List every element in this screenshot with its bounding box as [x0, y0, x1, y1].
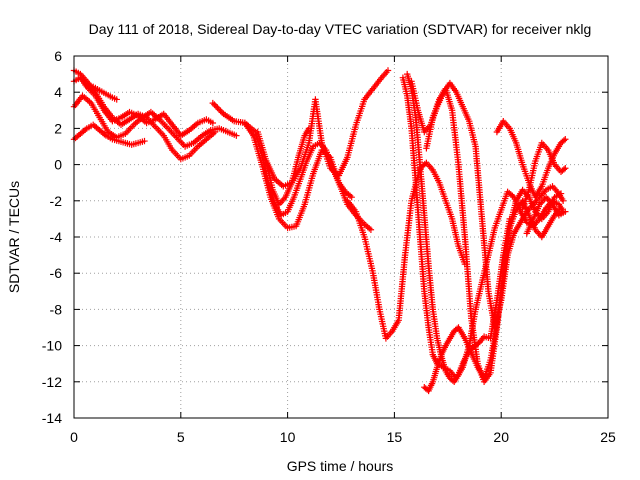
data-point	[384, 67, 392, 74]
y-tick-label: 2	[54, 120, 62, 136]
data-point	[212, 103, 220, 110]
series-track-15	[408, 78, 567, 331]
y-tick-label: -12	[42, 374, 62, 390]
x-tick-label: 10	[280, 429, 296, 445]
data-point	[218, 109, 226, 116]
y-tick-label: -2	[50, 193, 63, 209]
x-tick-labels: 0 5 10 15 20 25	[70, 429, 616, 445]
ticks	[73, 55, 609, 419]
data-point	[348, 193, 355, 201]
data-point	[560, 137, 568, 144]
y-tick-label: 6	[54, 48, 62, 64]
x-tick-label: 25	[600, 429, 616, 445]
series-track-8	[254, 67, 392, 190]
x-tick-label: 5	[177, 429, 185, 445]
y-tick-label: -14	[42, 410, 62, 426]
y-tick-label: 4	[54, 84, 62, 100]
series-track-3	[70, 92, 240, 150]
series-track-1	[70, 67, 219, 163]
data-point	[557, 204, 565, 212]
data-point	[562, 136, 569, 143]
data-point	[113, 96, 120, 103]
x-tick-label: 20	[493, 429, 509, 445]
data-point	[367, 226, 375, 233]
data-point	[562, 208, 569, 215]
y-axis-label: SDTVAR / TECUs	[6, 181, 22, 293]
data-point	[475, 340, 482, 347]
y-tick-label: 0	[54, 157, 62, 173]
data-point	[305, 125, 313, 132]
series-track-17	[519, 139, 569, 212]
series-track-18	[523, 194, 569, 237]
series-track-10	[344, 159, 469, 342]
y-tick-labels: 6 4 2 0 -2 -4 -6 -8 -10 -12 -14	[42, 48, 62, 426]
y-tick-label: -8	[50, 301, 63, 317]
series-track-9	[263, 125, 313, 208]
data-point	[209, 119, 217, 127]
data-point	[560, 166, 568, 173]
data-point	[233, 132, 240, 139]
data-point	[141, 137, 148, 145]
x-tick-label: 0	[70, 429, 78, 445]
y-tick-label: -6	[50, 265, 63, 281]
y-tick-label: -10	[42, 338, 62, 354]
grid	[74, 56, 608, 418]
series-layer	[70, 67, 569, 395]
series-track-5	[83, 81, 120, 103]
chart-title: Day 111 of 2018, Sidereal Day-to-day VTE…	[89, 21, 592, 37]
x-axis-label: GPS time / hours	[287, 458, 394, 474]
x-tick-label: 15	[387, 429, 403, 445]
data-point	[562, 165, 569, 172]
data-point	[559, 197, 567, 204]
y-tick-label: -4	[50, 229, 63, 245]
